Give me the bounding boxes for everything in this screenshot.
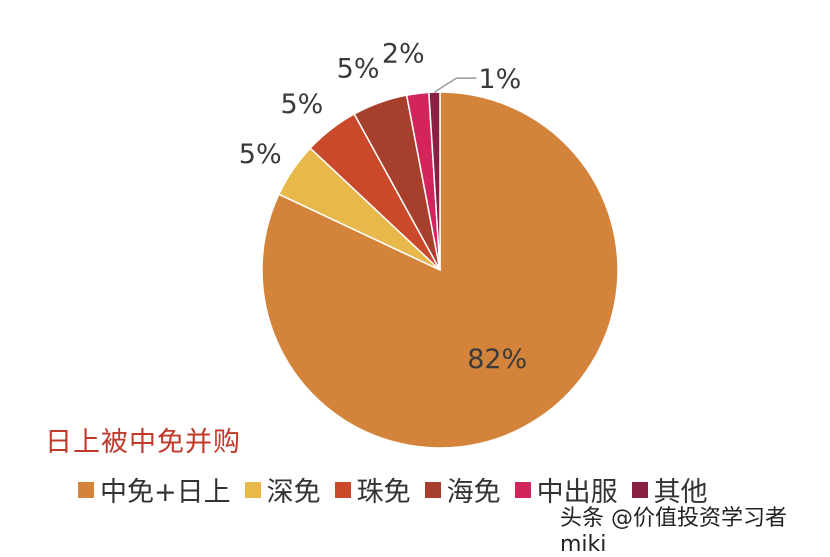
legend-label: 深免	[266, 477, 321, 508]
legend-item-zhongmian-rishang: 中免+日上	[78, 470, 231, 509]
slice-zhongmian-rishang	[261, 91, 619, 449]
legend-label: 中免+日上	[100, 477, 231, 508]
watermark-text: 头条 @价值投资学习者miki	[560, 506, 787, 557]
leader-line	[434, 77, 477, 93]
legend-label: 珠免	[356, 477, 411, 508]
annotation-text: 日上被中免并购	[45, 427, 241, 458]
legend-swatch	[78, 481, 94, 498]
legend-label: 中出服	[536, 477, 618, 508]
slice-qita	[428, 91, 441, 271]
data-label: 1%	[478, 64, 521, 95]
legend-item-zhumian: 珠免	[334, 470, 411, 509]
legend-swatch	[631, 481, 648, 498]
data-label: 2%	[382, 39, 425, 70]
pie-chart: 82%5%5%5% 2%1%	[239, 39, 619, 449]
chart-legend: 中免+日上 深免 珠免 海免 中出服 其他	[78, 470, 722, 509]
legend-item-zhongchufu: 中出服	[514, 470, 618, 509]
legend-label: 海免	[446, 477, 501, 508]
legend-swatch	[514, 481, 531, 498]
data-label: 5%	[337, 54, 380, 85]
data-label: 82%	[467, 344, 527, 375]
legend-item-qita: 其他	[631, 470, 708, 509]
legend-swatch	[244, 481, 261, 498]
data-label: 5%	[280, 89, 323, 120]
legend-label: 其他	[653, 477, 708, 508]
legend-swatch	[424, 481, 441, 498]
legend-item-haimian: 海免	[424, 470, 501, 509]
legend-swatch	[334, 481, 351, 498]
data-label: 5%	[239, 139, 282, 170]
legend-item-shenmian: 深免	[244, 470, 321, 509]
